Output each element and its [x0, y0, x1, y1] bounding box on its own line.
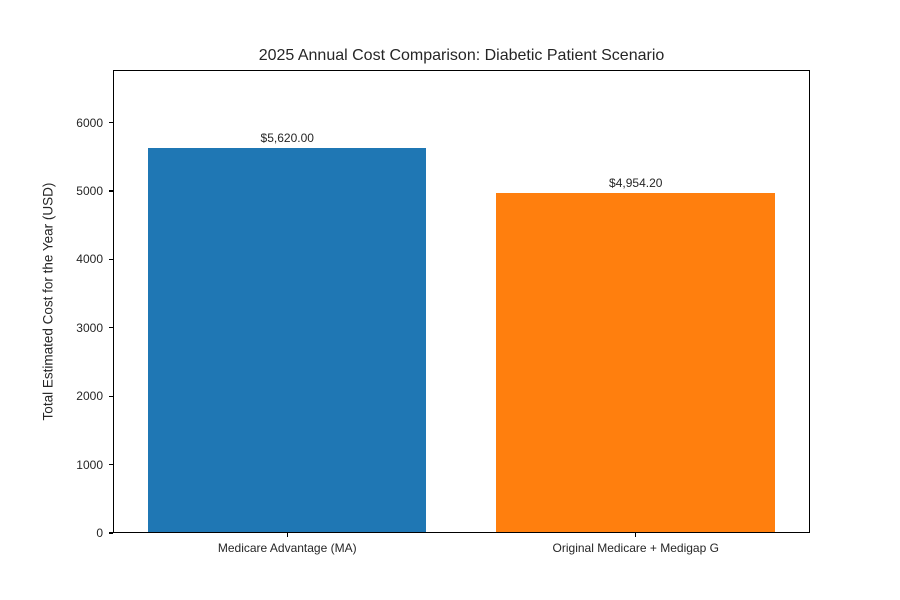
x-category-label: Original Medicare + Medigap G — [552, 541, 719, 555]
bar — [147, 147, 427, 532]
y-tick-mark — [109, 464, 113, 466]
y-tick-label: 4000 — [76, 252, 103, 267]
y-tick-label: 2000 — [76, 389, 103, 404]
y-tick-label: 0 — [96, 526, 103, 540]
y-tick-mark — [109, 327, 113, 329]
x-category-label: Medicare Advantage (MA) — [217, 541, 357, 555]
y-tick-label: 5000 — [76, 184, 103, 199]
plot-area — [113, 70, 810, 533]
y-tick-mark — [109, 122, 113, 124]
y-tick-label: 3000 — [76, 320, 103, 335]
x-tick-mark — [286, 533, 288, 537]
bar — [496, 193, 775, 532]
bar-value-label: $5,620.00 — [260, 130, 314, 145]
y-tick-mark — [109, 258, 113, 261]
x-tick-mark — [635, 533, 637, 537]
y-tick-mark — [109, 395, 113, 397]
y-axis-label: Total Estimated Cost for the Year (USD) — [40, 182, 56, 421]
bar-value-label: $4,954.20 — [609, 176, 663, 191]
y-tick-mark — [109, 532, 113, 534]
y-tick-label: 1000 — [76, 457, 103, 472]
chart-title: 2025 Annual Cost Comparison: Diabetic Pa… — [258, 47, 665, 64]
y-tick-label: 6000 — [76, 115, 103, 130]
y-tick-mark — [109, 190, 113, 192]
